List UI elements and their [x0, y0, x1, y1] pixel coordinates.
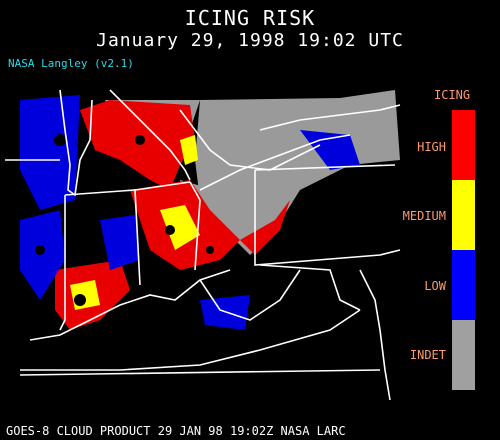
- state-boundaries: [5, 89, 401, 401]
- icing-field: [20, 90, 400, 330]
- icing-map: [5, 89, 401, 401]
- map-datetime: January 29, 1998 19:02 UTC: [96, 30, 404, 51]
- footer-caption: GOES-8 CLOUD PRODUCT 29 JAN 98 19:02Z NA…: [6, 424, 346, 438]
- legend-label-medium: MEDIUM: [402, 209, 446, 223]
- legend-swatch-medium: [452, 180, 475, 250]
- legend-label-low: LOW: [424, 279, 446, 293]
- legend-label-indet: INDET: [409, 348, 446, 362]
- legend-swatch-low: [452, 250, 475, 320]
- legend-label-high: HIGH: [417, 140, 446, 154]
- credit-label: NASA Langley (v2.1): [8, 57, 134, 70]
- legend-swatch-indet: [452, 320, 475, 390]
- legend-swatch-high: [452, 110, 475, 180]
- legend-title: ICING: [434, 88, 471, 102]
- map-title: ICING RISK: [184, 6, 316, 30]
